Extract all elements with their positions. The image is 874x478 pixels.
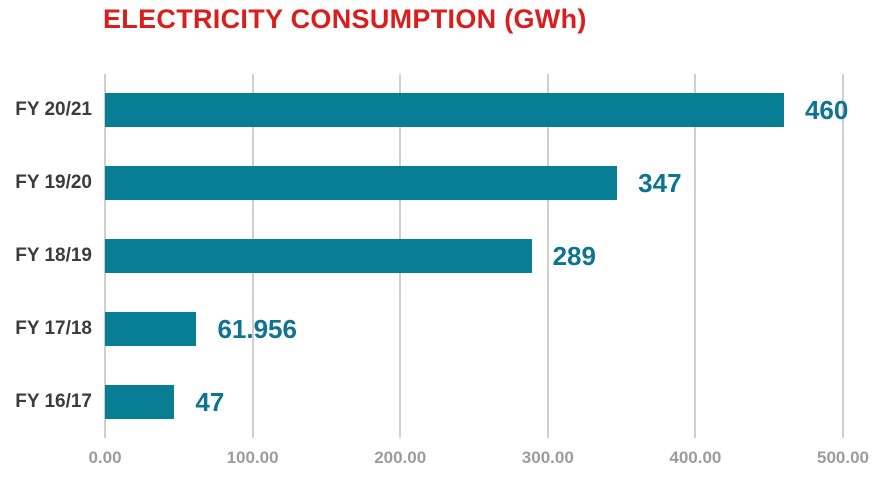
category-label: FY 19/20 xyxy=(15,172,92,194)
x-tick-label: 500.00 xyxy=(817,448,869,467)
gridline xyxy=(546,74,549,438)
category-label: FY 18/19 xyxy=(15,245,92,266)
gridline xyxy=(842,74,844,438)
bar xyxy=(105,384,175,419)
bar xyxy=(105,311,197,346)
gridline xyxy=(694,74,697,438)
bar-value-label: 47 xyxy=(195,386,225,417)
x-tick-label: 400.00 xyxy=(669,448,722,467)
bar-value-label: 289 xyxy=(552,241,596,271)
chart-title: ELECTRICITY CONSUMPTION (GWh) xyxy=(103,4,587,34)
bar-value-label: 460 xyxy=(804,95,849,126)
x-tick-label: 300.00 xyxy=(521,448,574,467)
bar xyxy=(105,239,532,273)
category-label: FY 20/21 xyxy=(15,99,92,121)
bar-value-label: 61.956 xyxy=(217,313,297,344)
x-tick-label: 0.00 xyxy=(88,448,122,467)
bar-value-label: 347 xyxy=(638,168,682,199)
x-tick-label: 100.00 xyxy=(226,448,279,467)
x-tick-label: 200.00 xyxy=(374,448,427,467)
bar xyxy=(105,93,784,128)
category-label: FY 16/17 xyxy=(15,390,92,412)
bar xyxy=(105,166,618,201)
category-label: FY 17/18 xyxy=(15,317,92,339)
